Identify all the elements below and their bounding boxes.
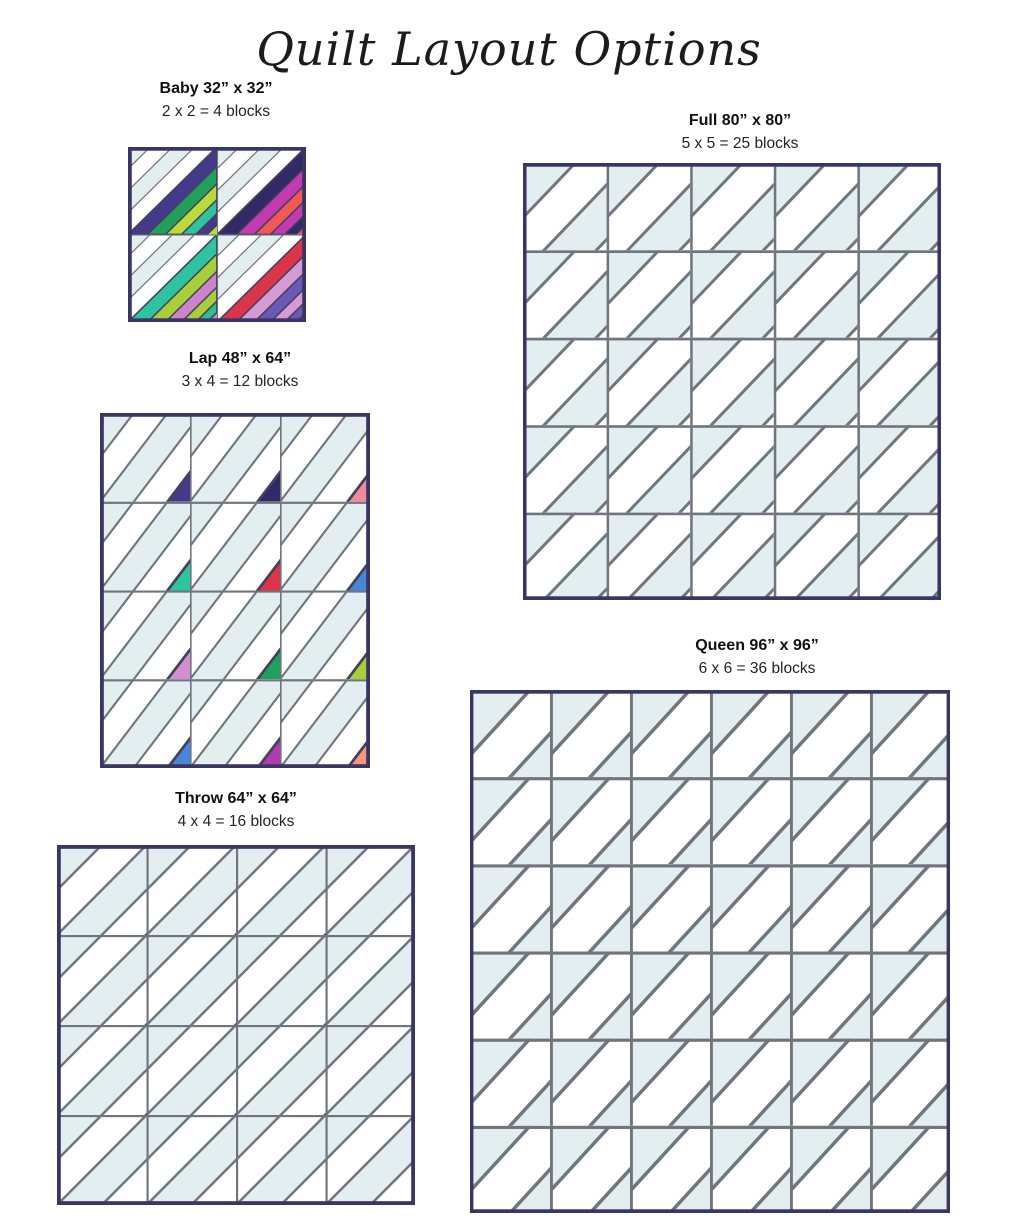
full-quilt-formula: 5 x 5 = 25 blocks	[681, 135, 799, 152]
throw-quilt-grid-svg	[57, 845, 415, 1205]
throw-quilt-label-group: Throw 64” x 64” 4 x 4 = 16 blocks	[116, 790, 356, 831]
queen-quilt-label-group: Queen 96” x 96” 6 x 6 = 36 blocks	[637, 637, 877, 678]
baby-quilt-title: Baby 32” x 32”	[159, 80, 273, 97]
throw-quilt-diagram	[57, 845, 415, 1205]
full-quilt-grid-svg	[523, 163, 941, 600]
full-quilt-title: Full 80” x 80”	[688, 112, 792, 129]
throw-quilt-title: Throw 64” x 64”	[175, 790, 297, 807]
full-quilt-diagram	[523, 163, 941, 600]
page-title: Quilt Layout Options	[256, 22, 762, 76]
queen-quilt-formula: 6 x 6 = 36 blocks	[698, 660, 816, 677]
baby-quilt-grid-svg	[128, 147, 306, 322]
baby-quilt-formula: 2 x 2 = 4 blocks	[161, 103, 271, 120]
queen-quilt-title: Queen 96” x 96”	[695, 637, 819, 654]
full-quilt-label-group: Full 80” x 80” 5 x 5 = 25 blocks	[620, 112, 860, 153]
lap-quilt-formula: 3 x 4 = 12 blocks	[181, 373, 299, 390]
baby-quilt-diagram	[128, 147, 306, 322]
baby-quilt-label-group: Baby 32” x 32” 2 x 2 = 4 blocks	[96, 80, 336, 121]
queen-quilt-diagram	[470, 690, 950, 1213]
throw-quilt-formula: 4 x 4 = 16 blocks	[177, 813, 295, 830]
queen-quilt-grid-svg	[470, 690, 950, 1213]
lap-quilt-label-group: Lap 48” x 64” 3 x 4 = 12 blocks	[120, 350, 360, 391]
lap-quilt-title: Lap 48” x 64”	[188, 350, 292, 367]
lap-quilt-grid-svg	[100, 413, 370, 768]
lap-quilt-diagram	[100, 413, 370, 768]
